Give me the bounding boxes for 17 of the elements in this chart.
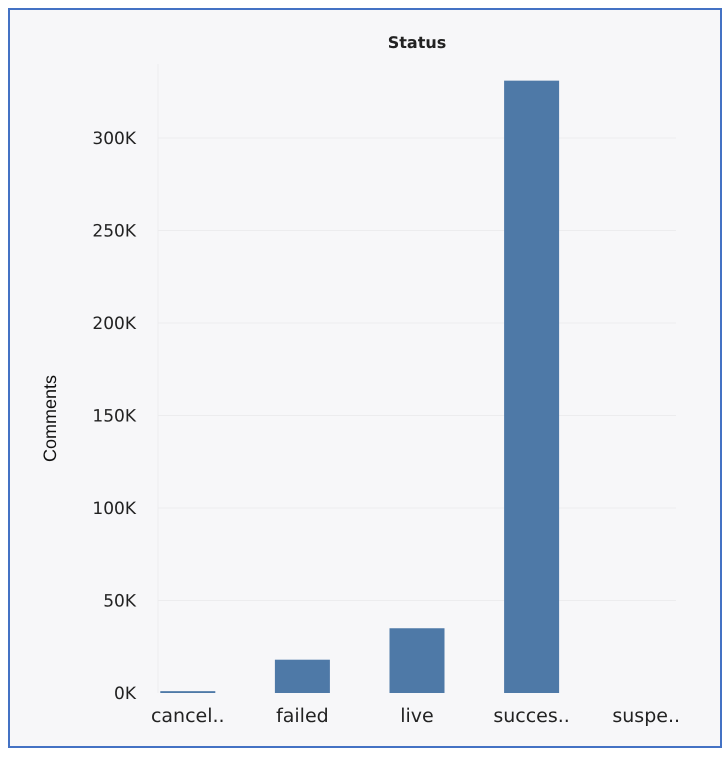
x-tick-label: succes.. [493, 705, 570, 727]
y-tick-label: 250K [92, 221, 137, 242]
x-tick-label: cancel.. [150, 705, 225, 727]
chart-title: Status [388, 33, 446, 52]
x-tick-label: suspe.. [612, 705, 680, 727]
bar [389, 628, 445, 693]
y-tick-label: 0K [114, 684, 137, 704]
y-tick-label: 100K [92, 498, 137, 519]
x-tick-label: live [400, 705, 434, 727]
y-tick-label: 50K [103, 591, 137, 612]
y-axis-title: Comments [40, 374, 60, 462]
y-tick-label: 200K [92, 314, 137, 334]
bar [504, 80, 560, 693]
y-tick-label: 300K [92, 128, 137, 149]
x-tick-label: failed [276, 705, 329, 727]
bar [274, 660, 330, 693]
y-tick-label: 150K [92, 406, 137, 426]
